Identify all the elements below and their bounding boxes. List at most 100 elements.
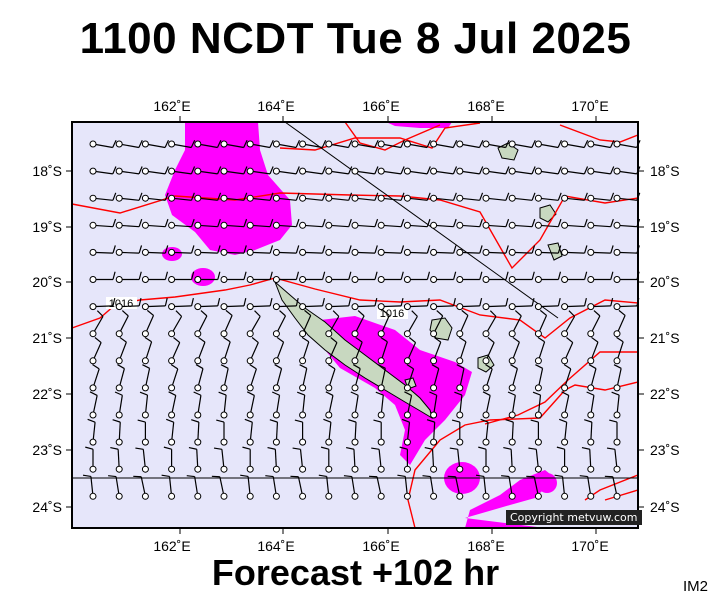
wind-barb-station	[482, 330, 490, 338]
wind-barb-feather	[144, 336, 152, 343]
wind-barb-station	[299, 276, 307, 283]
wind-barb-feather	[454, 391, 463, 396]
lat-label-right: 22˚S	[650, 386, 680, 402]
wind-barb-station	[325, 303, 333, 311]
wind-barb-station	[561, 276, 569, 283]
wind-barb-feather	[557, 297, 561, 307]
wind-barb-feather	[330, 337, 338, 343]
wind-barb-station	[534, 276, 542, 283]
wind-barb-station	[141, 411, 149, 419]
wind-barb-station	[587, 194, 595, 202]
page-title: 1100 NCDT Tue 8 Jul 2025	[79, 14, 632, 63]
wind-barb-station	[299, 492, 307, 500]
wind-barb-station	[220, 303, 228, 311]
wind-barb-feather	[217, 297, 221, 307]
wind-barb-station	[272, 465, 280, 473]
wind-barb-feather	[348, 271, 352, 280]
wind-barb-station	[534, 167, 542, 175]
wind-barb-feather	[452, 218, 457, 227]
wind-barb-feather	[276, 336, 284, 343]
wind-barb-feather	[401, 418, 410, 423]
wind-barb-station	[168, 384, 176, 392]
wind-barb-station	[508, 357, 516, 365]
wind-barb-feather	[138, 245, 143, 254]
wind-barb-station	[351, 330, 359, 338]
wind-barb-feather	[138, 297, 142, 307]
wind-barb-station	[246, 194, 254, 202]
wind-barb-station	[115, 492, 123, 500]
wind-barb-station	[613, 384, 621, 392]
wind-barb-station	[141, 248, 149, 256]
wind-barb-station	[246, 438, 254, 446]
wind-barb-station	[534, 140, 542, 148]
wind-barb-feather	[531, 271, 535, 280]
wind-barb-station	[430, 357, 438, 365]
wind-barb-station	[534, 384, 542, 392]
wind-barb-feather	[449, 447, 458, 450]
wind-barb-feather	[610, 297, 614, 307]
wind-barb-station	[220, 276, 228, 283]
wind-barb-station	[115, 438, 123, 446]
wind-barb-feather	[112, 192, 117, 201]
wind-barb-station	[220, 194, 228, 202]
wind-barb-station	[613, 357, 621, 365]
wind-barb-feather	[478, 446, 487, 450]
wind-barb-feather	[348, 419, 357, 423]
wind-barb-feather	[191, 419, 200, 423]
wind-barb-station	[613, 438, 621, 446]
wind-barb-feather	[485, 364, 493, 370]
wind-barb-feather	[374, 139, 379, 148]
wind-barb-station	[351, 303, 359, 311]
wind-barb-station	[220, 465, 228, 473]
wind-barb-station	[168, 194, 176, 202]
lon-label-top: 162˚E	[153, 98, 190, 114]
wind-barb-feather	[531, 166, 536, 175]
wind-barb-feather	[531, 192, 536, 201]
wind-barb-station	[482, 357, 490, 365]
wind-barb-station	[482, 194, 490, 202]
lon-label-bottom: 168˚E	[467, 538, 504, 554]
wind-barb-station	[377, 248, 385, 256]
wind-barb-feather	[554, 474, 563, 478]
wind-barb-station	[325, 492, 333, 500]
wind-barb-feather	[586, 391, 595, 396]
wind-barb-station	[561, 465, 569, 473]
wind-barb-station	[325, 465, 333, 473]
wind-barb-station	[351, 221, 359, 229]
wind-barb-feather	[505, 271, 509, 280]
wind-barb-station	[299, 248, 307, 256]
wind-barb-feather	[168, 391, 177, 396]
wind-barb-station	[456, 140, 464, 148]
wind-barb-station	[115, 194, 123, 202]
wind-barb-station	[141, 276, 149, 283]
wind-barb-station	[168, 248, 176, 256]
wind-barb-feather	[190, 218, 195, 227]
wind-barb-station	[613, 465, 621, 473]
wind-barb-station	[89, 276, 97, 283]
wind-barb-station	[299, 194, 307, 202]
wind-barb-station	[534, 248, 542, 256]
wind-barb-feather	[117, 364, 125, 370]
wind-barb-station	[508, 438, 516, 446]
wind-barb-feather	[164, 245, 169, 254]
wind-barb-feather	[479, 245, 483, 254]
wind-barb-station	[587, 221, 595, 229]
wind-barb-feather	[397, 474, 406, 478]
wind-barb-station	[141, 384, 149, 392]
wind-barb-feather	[610, 271, 614, 280]
wind-barb-station	[168, 465, 176, 473]
wind-barb-feather	[505, 419, 514, 423]
map-line	[284, 121, 559, 319]
wind-barb-feather	[568, 310, 576, 317]
wind-barb-feather	[478, 139, 484, 148]
wind-barb-feather	[173, 337, 181, 343]
wind-barb-station	[220, 411, 228, 419]
wind-barb-station	[272, 194, 280, 202]
wind-barb-feather	[355, 336, 363, 343]
wind-barb-station	[194, 221, 202, 229]
wind-barb-feather	[191, 245, 195, 254]
lat-label-right: 18˚S	[650, 163, 680, 179]
wind-barb-station	[456, 221, 464, 229]
wind-barb-station	[377, 194, 385, 202]
